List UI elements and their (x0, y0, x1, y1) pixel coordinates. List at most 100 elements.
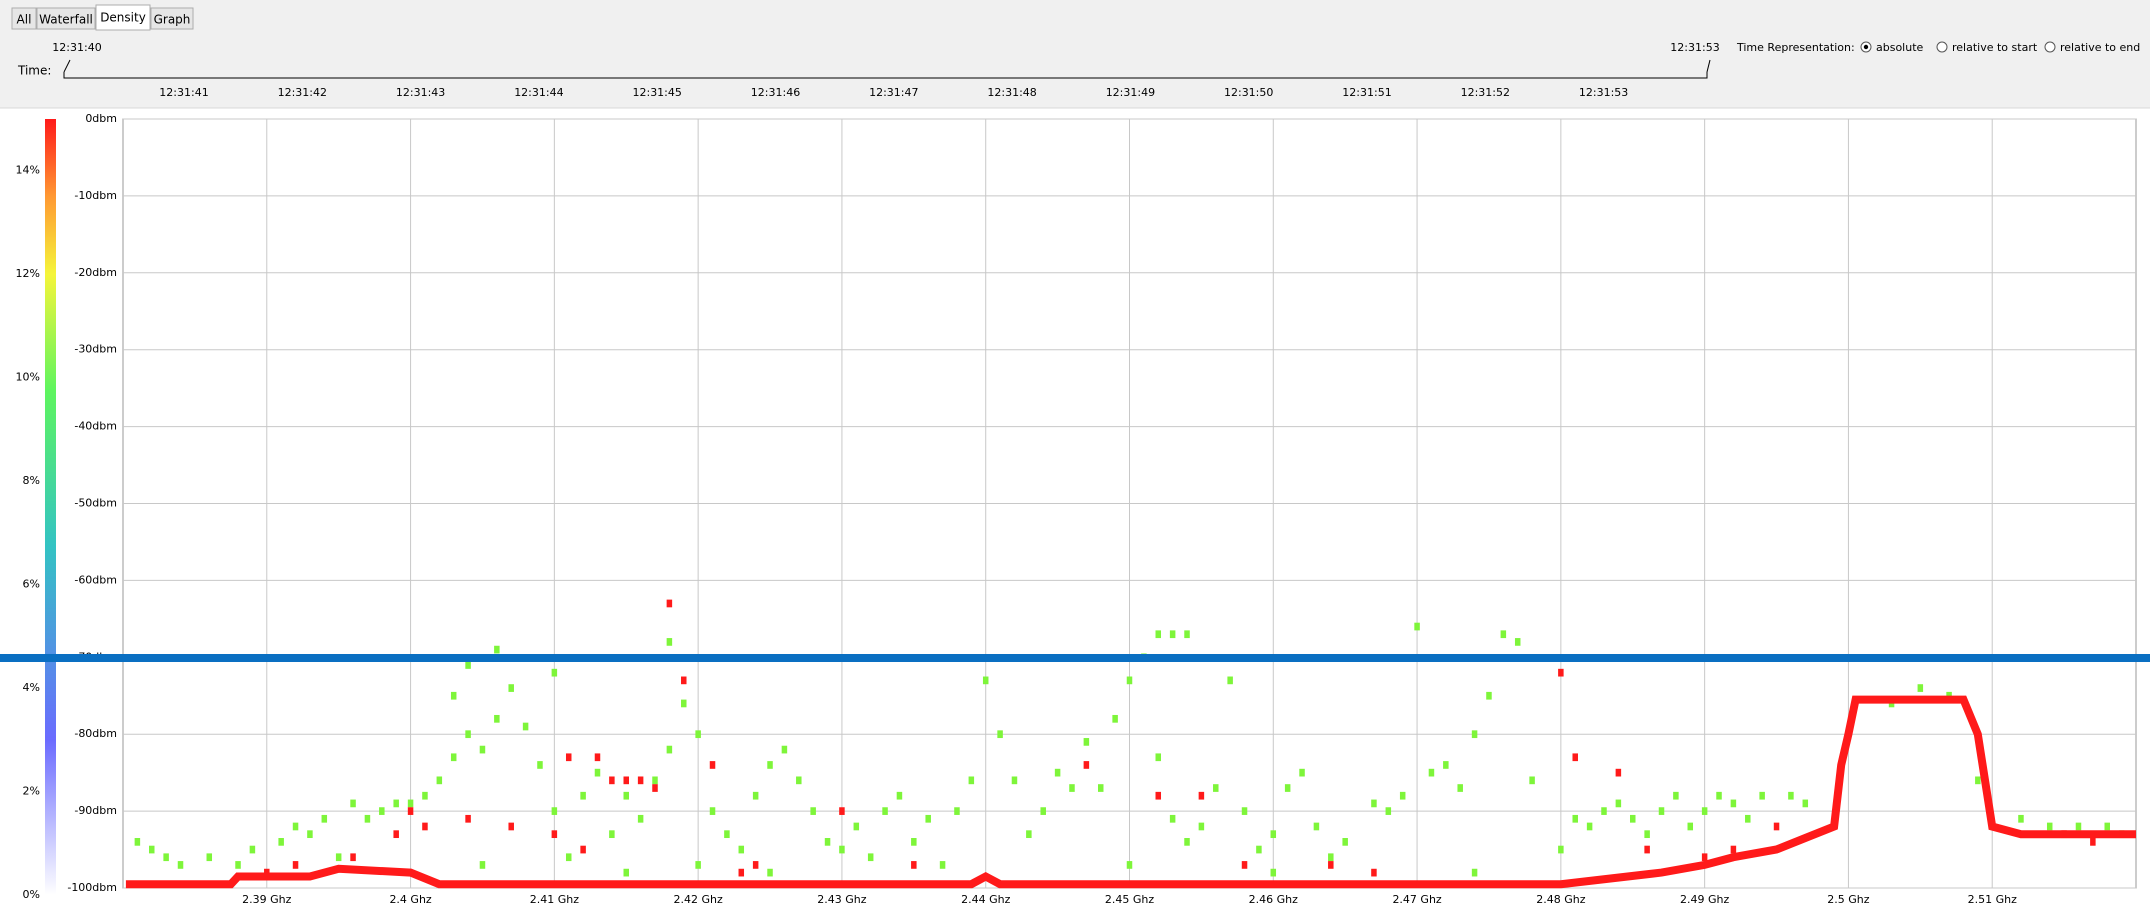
density-cell (1026, 830, 1032, 839)
tab[interactable] (11, 7, 37, 30)
color-bar (45, 119, 56, 895)
density-cell (580, 845, 586, 854)
time-label: Time: (17, 64, 51, 78)
x-tick-label: 2.51 Ghz (1968, 893, 2017, 906)
x-tick-label: 2.47 Ghz (1392, 893, 1441, 906)
density-cell (1184, 630, 1190, 639)
density-cell (767, 761, 773, 769)
density-cell (1371, 868, 1377, 877)
color-tick-label: 8% (23, 474, 40, 487)
density-cell (767, 868, 773, 877)
time-tick-label: 12:31:48 (987, 86, 1036, 99)
density-cell (465, 814, 471, 823)
radio-label[interactable]: relative to end (2060, 41, 2140, 54)
representation-label: Time Representation: (1736, 41, 1855, 54)
density-cell (2046, 822, 2053, 831)
color-tick-label: 12% (16, 267, 40, 280)
density-cell (824, 838, 831, 846)
density-cell (637, 814, 644, 823)
color-tick-label: 4% (23, 681, 40, 694)
density-cell (1644, 830, 1650, 839)
start-handle (63, 59, 71, 73)
density-cell (695, 730, 701, 739)
x-tick-label: 2.46 Ghz (1249, 893, 1298, 906)
radio-label[interactable]: relative to start (1952, 41, 2038, 54)
density-cell (1155, 630, 1162, 639)
density-cell (393, 799, 399, 808)
density-cell (249, 845, 256, 854)
time-start: 12:31:40 (52, 41, 101, 54)
x-tick-label: 2.41 Ghz (530, 893, 579, 906)
time-tick-label: 12:31:43 (396, 86, 445, 99)
density-cell (537, 761, 543, 769)
density-cell (551, 668, 558, 677)
time-tick-label: 12:31:49 (1106, 86, 1155, 99)
density-cell (551, 830, 558, 839)
density-cell (666, 745, 673, 754)
density-cell (1630, 814, 1636, 823)
tab-label[interactable]: Waterfall (39, 13, 93, 27)
y-tick-label: -30dbm (74, 343, 117, 356)
density-cell (1443, 761, 1449, 769)
tab[interactable] (150, 7, 194, 30)
density-cell (335, 853, 342, 862)
density-cell (1299, 768, 1305, 777)
radio[interactable] (2044, 41, 2056, 53)
radio[interactable] (1936, 41, 1948, 53)
density-cell (1198, 791, 1205, 800)
y-tick-label: -80dbm (74, 727, 117, 740)
density-cell (1615, 799, 1622, 808)
y-tick-label: -90dbm (74, 804, 117, 817)
density-trace (125, 695, 2136, 889)
density-cell (623, 776, 629, 785)
density-cell (839, 807, 845, 815)
y-tick-label: -10dbm (74, 189, 117, 202)
density-cell (681, 699, 687, 708)
radio-label[interactable]: absolute (1876, 41, 1924, 54)
density-cell (1428, 768, 1435, 777)
time-tick-label: 12:31:46 (751, 86, 800, 99)
density-cell (709, 807, 716, 815)
density-cell (594, 768, 601, 777)
density-cell (479, 745, 486, 754)
density-cell (465, 730, 471, 739)
density-cell (565, 853, 572, 862)
density-cell (724, 830, 730, 839)
density-cell (1385, 807, 1392, 815)
density-cell (508, 684, 514, 692)
density-cell (1069, 784, 1075, 792)
density-cell (1011, 776, 1018, 785)
tab[interactable] (95, 4, 151, 31)
tab[interactable] (36, 7, 96, 30)
end-handle (1706, 59, 1711, 73)
density-cell (666, 599, 673, 608)
x-tick-label: 2.45 Ghz (1105, 893, 1154, 906)
density-cell (1213, 784, 1219, 792)
density-cell (1328, 853, 1334, 862)
time-tick-label: 12:31:51 (1342, 86, 1391, 99)
color-tick-label: 10% (16, 371, 40, 384)
density-cell (1126, 861, 1133, 869)
density-cell (1514, 638, 1521, 646)
tab-label[interactable]: All (17, 13, 32, 27)
density-cell (1241, 861, 1248, 869)
density-cell (839, 845, 845, 854)
time-end: 12:31:53 (1670, 41, 1719, 54)
density-cell (1500, 630, 1507, 639)
density-cell (1342, 838, 1348, 846)
tab-label[interactable]: Density (100, 11, 146, 25)
density-cell (609, 776, 615, 785)
density-cell (853, 822, 860, 831)
density-cell (1256, 845, 1262, 854)
time-bar: Time:12:31:40 12:31:53 12:31:41 12:31:42 12:… (17, 41, 2140, 99)
radio-dot (1863, 44, 1869, 50)
density-cell (1486, 691, 1492, 700)
density-cell (695, 861, 701, 869)
density-cell (1730, 845, 1737, 854)
tab-label[interactable]: Graph (154, 13, 191, 27)
density-cell (292, 822, 299, 831)
density-cell (1558, 845, 1564, 854)
toolbar (0, 0, 2150, 108)
density-cell (1169, 814, 1176, 823)
